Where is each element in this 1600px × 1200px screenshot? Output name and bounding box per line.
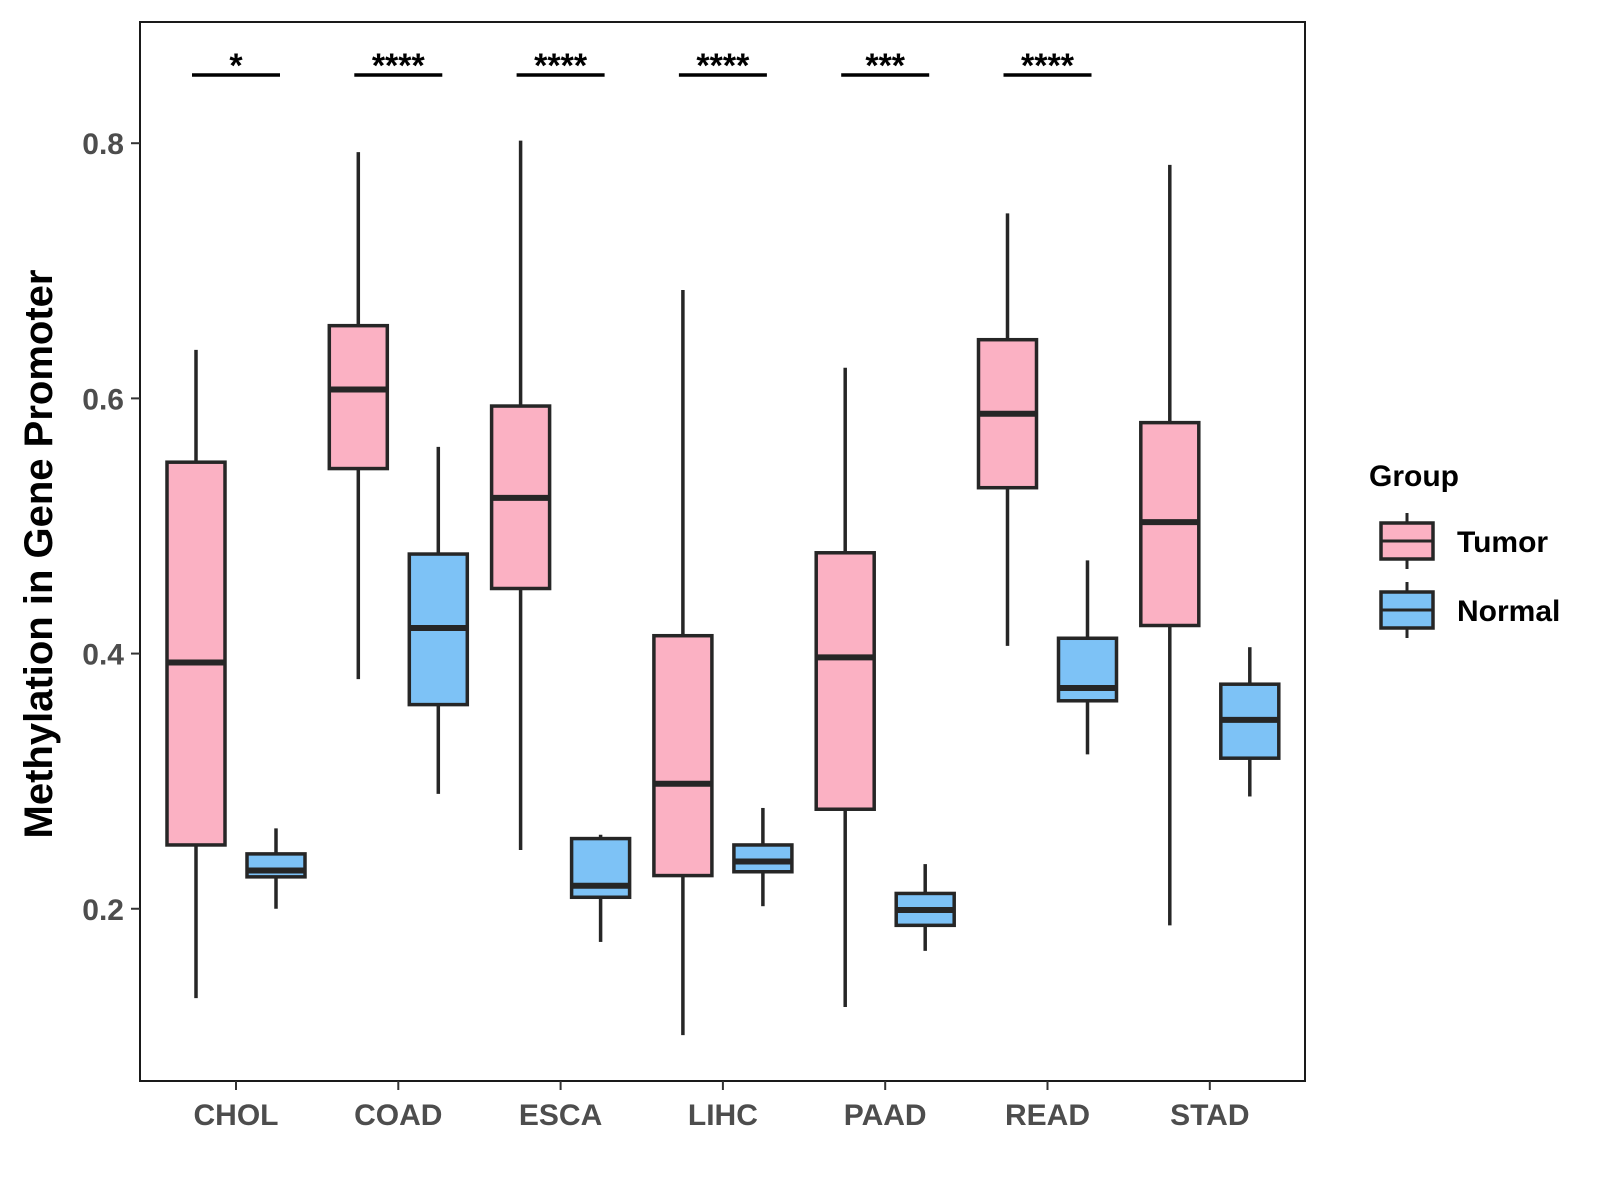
significance-label: *** (865, 47, 905, 85)
significance-label: **** (696, 47, 750, 85)
box-body (814, 551, 876, 811)
x-tick-label: READ (1005, 1099, 1090, 1132)
significance-label: **** (1021, 47, 1075, 85)
box-tumor-lihc (652, 289, 714, 1036)
box-normal-lihc (732, 807, 794, 907)
box-tumor-chol (165, 349, 227, 999)
box-tumor-coad (327, 152, 390, 680)
box-normal-esca (569, 834, 632, 942)
x-tick-label: COAD (354, 1099, 442, 1132)
box-normal-coad (407, 446, 470, 794)
box-body (165, 460, 227, 847)
y-tick-label: 0.6 (82, 383, 124, 416)
box-body (1056, 636, 1119, 703)
legend-label-normal: Normal (1457, 595, 1560, 628)
box-body (652, 633, 714, 878)
legend-key-tumor (1379, 513, 1435, 569)
legend-key-normal (1379, 582, 1435, 638)
x-tick-label: LIHC (688, 1099, 758, 1132)
box-tumor-esca (489, 140, 552, 851)
significance-label: * (229, 47, 243, 85)
box-body (327, 323, 390, 471)
legend: Group Tumor Normal (1369, 460, 1560, 638)
box-body (732, 843, 794, 874)
x-tick-label: STAD (1170, 1099, 1249, 1132)
legend-title: Group (1369, 460, 1459, 493)
axes: 0.2 0.4 0.6 0.8 CHOL COAD ESCA LIHC PAAD READ STAD (82, 128, 1249, 1132)
legend-label-tumor: Tumor (1457, 526, 1548, 559)
x-tick-label: PAAD (844, 1099, 927, 1132)
y-axis-title: Methylation in Gene Promoter (17, 270, 61, 839)
box-tumor-paad (814, 367, 876, 1007)
box-normal-read (1056, 560, 1119, 755)
x-tick-label: CHOL (194, 1099, 279, 1132)
significance-label: **** (372, 47, 426, 85)
box-normal-paad (894, 864, 956, 951)
box-normal-stad (1219, 647, 1281, 797)
box-tumor-read (976, 213, 1039, 646)
box-series (165, 140, 1281, 1036)
significance-annotations: * **** **** **** *** **** (192, 47, 1092, 85)
y-tick-label: 0.2 (82, 894, 124, 927)
x-tick-label: ESCA (519, 1099, 602, 1132)
significance-label: **** (534, 47, 588, 85)
y-tick-label: 0.4 (82, 639, 124, 672)
y-tick-label: 0.8 (82, 128, 124, 161)
box-tumor-stad (1139, 164, 1201, 926)
box-normal-chol (245, 828, 307, 909)
